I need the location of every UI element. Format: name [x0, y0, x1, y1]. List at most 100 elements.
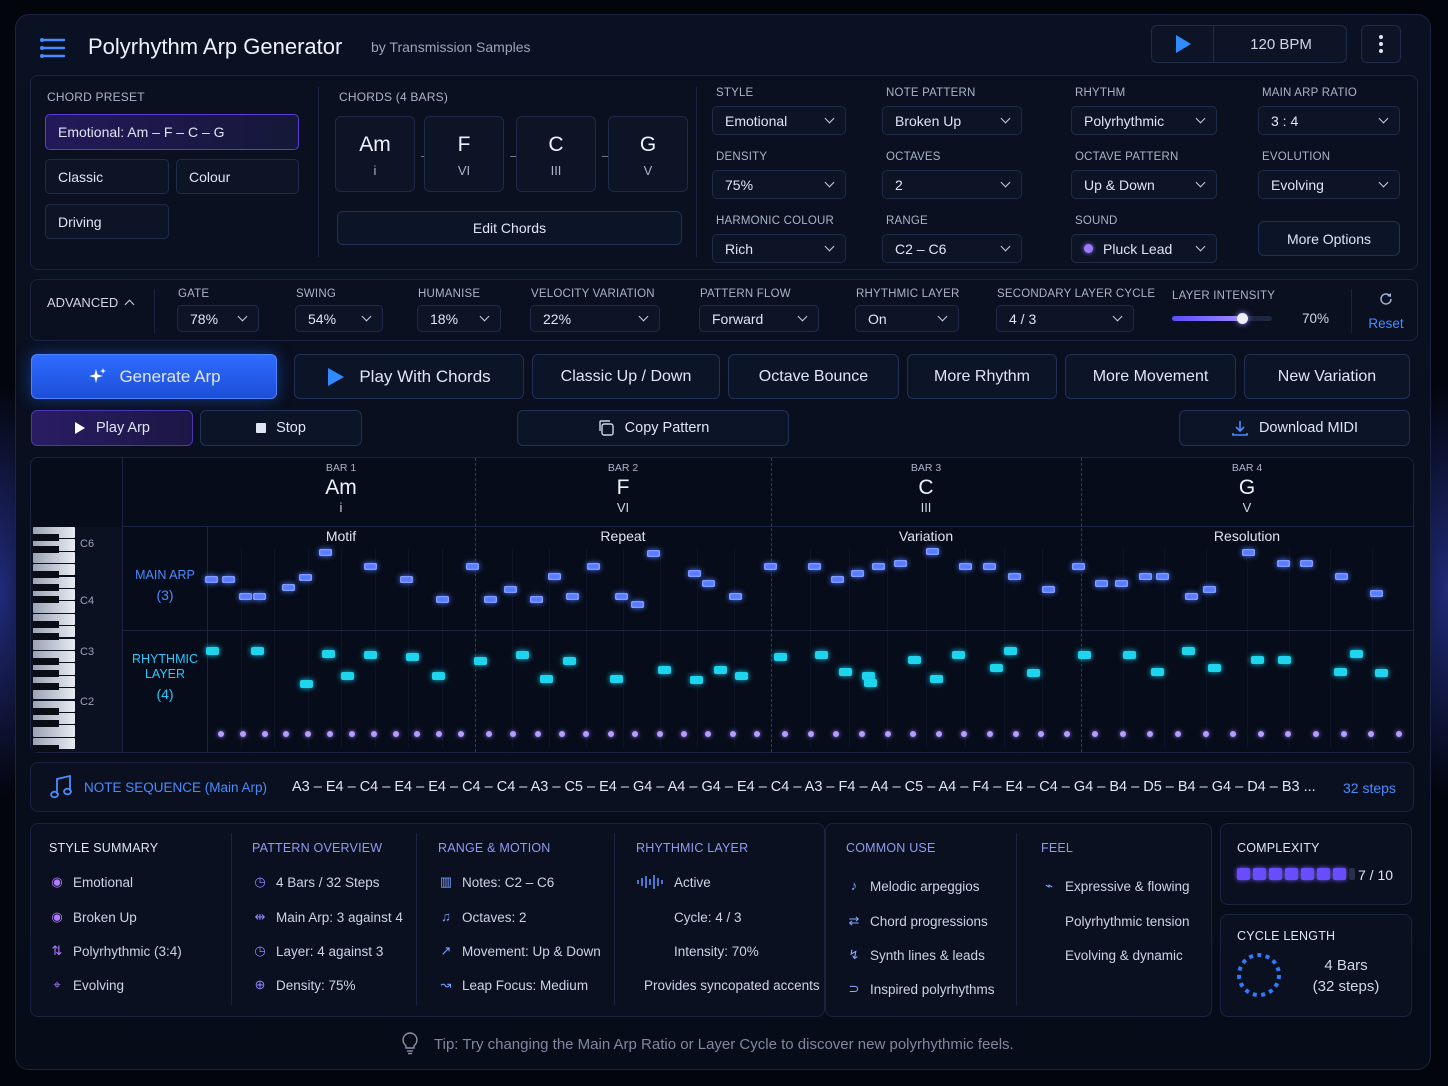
- adv-dropdown-rhythmic-layer[interactable]: On: [855, 305, 959, 332]
- adv-dropdown-pattern-flow[interactable]: Forward: [699, 305, 819, 332]
- generate-arp-button[interactable]: Generate Arp: [31, 354, 277, 399]
- rhythmic-layer-note: [1334, 668, 1347, 676]
- adv-dropdown-humanise[interactable]: 18%: [417, 305, 501, 332]
- more-movement-button[interactable]: More Movement: [1065, 354, 1236, 399]
- step-dot: [987, 731, 994, 737]
- step-dot: [833, 731, 840, 737]
- summary-title-feel: FEEL: [1041, 841, 1074, 855]
- note-sequence-text: A3 – E4 – C4 – E4 – E4 – C4 – C4 – A3 – …: [292, 779, 1316, 795]
- stop-button[interactable]: Stop: [200, 410, 362, 446]
- rhythmic-layer-note: [1151, 668, 1164, 676]
- slider-handle[interactable]: [1237, 313, 1248, 324]
- chevron-down-icon: [824, 241, 835, 252]
- chord-name: F: [457, 133, 471, 156]
- chord-card-3[interactable]: C III: [516, 116, 596, 192]
- rhythmic-layer-note: [406, 653, 419, 661]
- rhythmic-layer-note: [300, 680, 313, 688]
- rhythmic-layer-note: [774, 653, 787, 661]
- grid-line: [374, 548, 376, 748]
- octave-bounce-button[interactable]: Octave Bounce: [728, 354, 899, 399]
- adv-dropdown-gate[interactable]: 78%: [177, 305, 259, 332]
- step-dot: [884, 731, 891, 737]
- grid-line: [549, 548, 550, 748]
- param-dropdown-harmonic-colour[interactable]: Rich: [712, 234, 846, 263]
- advanced-toggle[interactable]: ADVANCED: [47, 295, 135, 310]
- more-menu-button[interactable]: [1361, 25, 1401, 63]
- main-arp-note: [1300, 560, 1313, 567]
- rhythmic-layer-note: [658, 666, 671, 674]
- rhythmic-layer-note: [1123, 651, 1136, 659]
- classic-up-down-button[interactable]: Classic Up / Down: [532, 354, 720, 399]
- main-arp-note: [1072, 563, 1085, 570]
- chevron-down-icon: [824, 113, 835, 124]
- param-dropdown-density[interactable]: 75%: [712, 170, 846, 199]
- keyboard: [31, 527, 122, 752]
- roll-header: [122, 458, 1413, 527]
- grid-line: [926, 548, 927, 748]
- app-window: Polyrhythm Arp Generator by Transmission…: [15, 14, 1431, 1070]
- param-dropdown-evolution[interactable]: Evolving: [1258, 170, 1400, 199]
- chord-name: C: [548, 133, 564, 156]
- more-options-button[interactable]: More Options: [1258, 221, 1400, 256]
- summary-panel-right: [825, 823, 1212, 1017]
- summary-text: Expressive & flowing: [1065, 878, 1190, 894]
- feel-icon: [1041, 913, 1057, 929]
- rhythmic-layer-note: [516, 651, 529, 659]
- range-icon: ▥: [439, 874, 453, 889]
- chord-name: G: [639, 133, 657, 156]
- main-arp-note: [729, 593, 742, 600]
- adv-dropdown-velocity-variation[interactable]: 22%: [530, 305, 660, 332]
- download-midi-button[interactable]: Download MIDI: [1179, 410, 1410, 446]
- more-rhythm-button[interactable]: More Rhythm: [907, 354, 1057, 399]
- main-arp-note: [1277, 560, 1290, 567]
- refresh-icon: [1380, 293, 1392, 305]
- chord-preset-classic[interactable]: Classic: [45, 159, 169, 194]
- chord-preset-selected[interactable]: Emotional: Am – F – C – G: [45, 114, 299, 150]
- step-dot: [680, 731, 687, 737]
- param-label: EVOLUTION: [1262, 151, 1331, 163]
- adv-label: SECONDARY LAYER CYCLE: [997, 288, 1156, 300]
- grid-line: [1330, 548, 1331, 748]
- summary-text: Evolving & dynamic: [1065, 947, 1183, 963]
- complexity-segment: [1269, 868, 1282, 880]
- adv-dropdown-secondary-layer-cycle[interactable]: 4 / 3: [996, 305, 1134, 332]
- layer-intensity-slider[interactable]: [1172, 313, 1272, 324]
- param-dropdown-rhythm[interactable]: Polyrhythmic: [1071, 106, 1217, 135]
- new-variation-button[interactable]: New Variation: [1244, 354, 1410, 399]
- param-dropdown-octave-pattern[interactable]: Up & Down: [1071, 170, 1217, 199]
- bpm-display[interactable]: 120 BPM: [1250, 35, 1312, 53]
- summary-item: ⇄ Chord progressions: [846, 913, 988, 929]
- summary-text: Main Arp: 3 against 4: [276, 909, 403, 925]
- param-dropdown-note-pattern[interactable]: Broken Up: [882, 106, 1022, 135]
- menu-icon[interactable]: [40, 37, 66, 59]
- param-dropdown-style[interactable]: Emotional: [712, 106, 846, 135]
- param-dropdown-octaves[interactable]: 2: [882, 170, 1022, 199]
- param-label: RANGE: [886, 215, 928, 227]
- grid-line: [964, 548, 966, 748]
- param-dropdown-main-arp-ratio[interactable]: 3 : 4: [1258, 106, 1400, 135]
- chord-card-2[interactable]: F VI: [424, 116, 504, 192]
- param-dropdown-sound[interactable]: Pluck Lead: [1071, 234, 1217, 263]
- copy-pattern-button[interactable]: Copy Pattern: [517, 410, 789, 446]
- step-dot: [1313, 731, 1320, 737]
- chord-card-1[interactable]: Am i: [335, 116, 415, 192]
- chord-name: Am: [359, 133, 391, 156]
- step-dot: [754, 731, 760, 737]
- summary-item: ⌁ Expressive & flowing: [1041, 878, 1190, 894]
- adv-label: SWING: [296, 288, 336, 300]
- main-arp-note: [831, 576, 844, 583]
- header-play-button[interactable]: [1152, 26, 1214, 62]
- chord-preset-driving[interactable]: Driving: [45, 204, 169, 239]
- step-dot: [1340, 731, 1347, 737]
- edit-chords-button[interactable]: Edit Chords: [337, 211, 682, 245]
- rhythmic-layer-note: [864, 679, 877, 687]
- summary-text: Polyrhythmic tension: [1065, 913, 1190, 929]
- reset-button[interactable]: Reset: [1368, 291, 1404, 331]
- play-arp-button[interactable]: Play Arp: [31, 410, 193, 446]
- adv-dropdown-swing[interactable]: 54%: [295, 305, 383, 332]
- param-dropdown-range[interactable]: C2 – C6: [882, 234, 1022, 263]
- play-with-chords-button[interactable]: Play With Chords: [294, 354, 524, 399]
- chord-degree: VI: [457, 163, 471, 178]
- chord-preset-colour[interactable]: Colour: [176, 159, 299, 194]
